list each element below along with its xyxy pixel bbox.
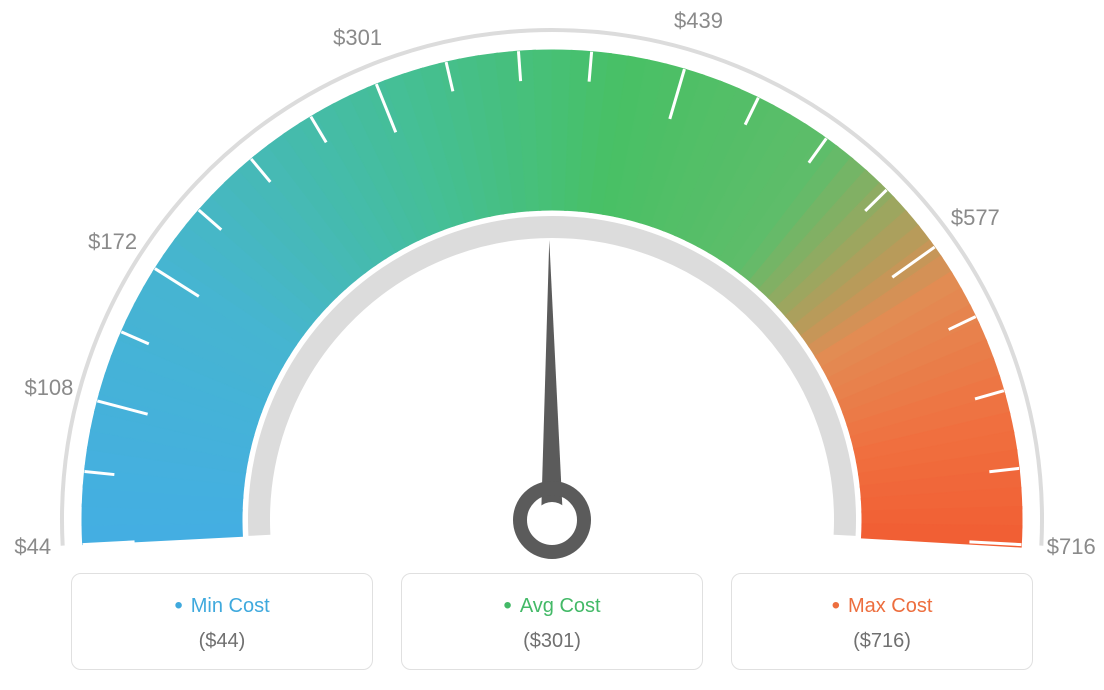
legend-avg-value: ($301) bbox=[402, 630, 702, 653]
gauge-tick-label: $301 bbox=[333, 25, 382, 51]
gauge-tick-label: $577 bbox=[951, 205, 1000, 231]
legend-avg-label: Avg Cost bbox=[402, 592, 702, 620]
gauge-tick-label: $439 bbox=[674, 8, 723, 34]
legend-card-max: Max Cost ($716) bbox=[731, 573, 1033, 670]
gauge-tick-label: $716 bbox=[1047, 534, 1096, 560]
legend-row: Min Cost ($44) Avg Cost ($301) Max Cost … bbox=[0, 573, 1104, 670]
legend-card-min: Min Cost ($44) bbox=[71, 573, 373, 670]
gauge-tick-label: $108 bbox=[24, 375, 73, 401]
legend-max-label: Max Cost bbox=[732, 592, 1032, 620]
gauge-tick-label: $44 bbox=[14, 534, 51, 560]
legend-min-label: Min Cost bbox=[72, 592, 372, 620]
legend-max-value: ($716) bbox=[732, 630, 1032, 653]
legend-min-value: ($44) bbox=[72, 630, 372, 653]
cost-gauge-chart: $44 $108 $172 $301 $439 $577 $716 Min Cost ($4… bbox=[0, 0, 1104, 690]
gauge-area: $44 $108 $172 $301 $439 $577 $716 bbox=[0, 0, 1104, 570]
gauge-tick-label: $172 bbox=[88, 229, 137, 255]
legend-card-avg: Avg Cost ($301) bbox=[401, 573, 703, 670]
gauge-svg bbox=[0, 0, 1104, 570]
